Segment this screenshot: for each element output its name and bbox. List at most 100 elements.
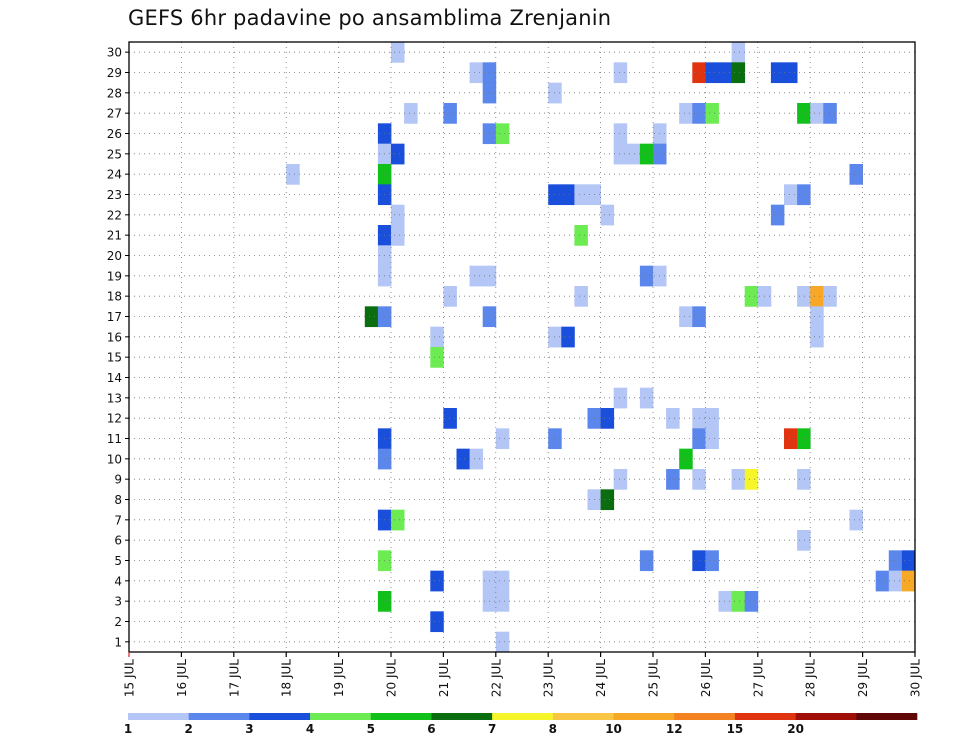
heat-cell-67	[430, 326, 444, 348]
heat-cell-10	[784, 62, 798, 84]
heat-cell-23	[495, 123, 510, 145]
x-tick-label-4: 19 JUL	[332, 659, 346, 697]
x-tick-label-8: 23 JUL	[542, 659, 556, 697]
heat-cell-32	[286, 164, 300, 185]
y-tick-label-23: 24	[107, 168, 122, 182]
heat-cell-4	[613, 62, 628, 84]
legend-label-2: 3	[245, 722, 253, 736]
grid-layer	[129, 42, 915, 652]
heat-cell-101	[849, 509, 863, 531]
heat-cell-77	[666, 408, 680, 429]
legend-swatch-5	[431, 713, 493, 720]
heat-cell-102	[797, 530, 811, 551]
y-tick-label-28: 29	[107, 66, 122, 80]
legend-label-5: 6	[427, 722, 435, 736]
heat-cell-107	[888, 550, 903, 572]
heat-cell-9	[770, 62, 785, 84]
y-tick-label-4: 5	[114, 554, 122, 568]
heat-cell-98	[600, 489, 615, 511]
y-tick-label-29: 30	[107, 46, 122, 60]
heat-cell-28	[613, 143, 628, 165]
heat-cell-59	[810, 286, 824, 307]
heat-cell-38	[574, 184, 588, 206]
heat-cell-46	[391, 225, 405, 246]
heat-cell-42	[391, 204, 405, 226]
heat-cell-81	[495, 428, 510, 450]
y-tick-label-1: 2	[114, 615, 122, 629]
heat-cell-106	[705, 550, 719, 572]
x-tick-label-12: 27 JUL	[751, 659, 765, 697]
legend-label-1: 2	[185, 722, 193, 736]
heat-cell-8	[731, 62, 746, 84]
heat-cell-109	[430, 570, 444, 592]
heat-cell-15	[679, 103, 693, 124]
heat-cell-112	[875, 570, 890, 592]
heat-cell-90	[679, 448, 693, 470]
color-legend: 1 2 3 4 5 6 7 8 10 12 15 20	[124, 713, 918, 736]
y-tick-label-13: 14	[107, 371, 122, 385]
x-tick-label-2: 17 JUL	[227, 659, 241, 697]
legend-label-6: 7	[488, 722, 496, 736]
heat-cell-119	[731, 591, 746, 612]
y-tick-label-12: 13	[107, 391, 122, 405]
heat-cell-88	[456, 448, 470, 470]
legend-swatch-8	[613, 713, 675, 720]
heat-cell-71	[430, 347, 444, 368]
heat-cell-54	[443, 286, 457, 307]
y-tick-label-9: 10	[107, 452, 122, 466]
heat-cell-120	[744, 591, 759, 612]
heat-cell-40	[784, 184, 798, 206]
heat-cell-17	[705, 103, 719, 124]
y-tick-label-20: 21	[107, 229, 122, 243]
x-tick-label-15: 30 JUL	[909, 659, 923, 697]
heat-cell-66	[810, 306, 824, 328]
heat-cell-41	[797, 184, 811, 206]
legend-swatch-0	[128, 713, 189, 720]
heat-cell-100	[391, 509, 405, 531]
heat-cell-47	[574, 225, 588, 246]
heat-cell-73	[639, 387, 654, 409]
heat-cell-18	[797, 103, 811, 124]
x-tick-label-3: 18 JUL	[280, 659, 294, 697]
legend-label-7: 8	[549, 722, 557, 736]
heat-cell-24	[613, 123, 628, 145]
plot-frame	[128, 41, 916, 653]
heat-cell-79	[705, 408, 719, 429]
heat-cell-55	[574, 286, 588, 307]
legend-swatch-4	[370, 713, 432, 720]
legend-swatch-11	[795, 713, 857, 720]
x-tick-label-0: 15 JUL	[123, 659, 137, 697]
heat-cell-111	[495, 570, 510, 592]
y-tick-label-0: 1	[114, 635, 122, 649]
x-axis: 15 JUL 16 JUL 17 JUL 18 JUL 19 JUL 20 JUL 21 J…	[123, 652, 923, 697]
y-tick-label-5: 6	[114, 534, 122, 548]
heat-cell-52	[639, 265, 654, 287]
x-tick-label-6: 21 JUL	[437, 659, 451, 697]
heat-cell-29	[626, 143, 641, 165]
x-tick-label-5: 20 JUL	[385, 659, 399, 697]
y-tick-label-10: 11	[107, 432, 122, 446]
legend-label-9: 12	[666, 722, 683, 736]
heat-cell-0	[391, 42, 405, 63]
heat-cell-91	[613, 469, 628, 490]
legend-swatch-12	[856, 713, 918, 720]
y-tick-label-22: 23	[107, 188, 122, 202]
legend-label-11: 20	[787, 722, 804, 736]
y-tick-label-8: 9	[114, 473, 122, 487]
legend-swatch-2	[249, 713, 311, 720]
y-tick-label-26: 27	[107, 107, 122, 121]
heat-cell-30	[639, 143, 654, 165]
y-tick-label-17: 18	[107, 290, 122, 304]
chart-title: GEFS 6hr padavine po ansamblima Zrenjani…	[128, 6, 612, 30]
legend-label-8: 10	[605, 722, 622, 736]
legend-label-4: 5	[367, 722, 375, 736]
heat-cell-6	[705, 62, 719, 84]
legend-swatch-1	[188, 713, 250, 720]
legend-swatch-6	[492, 713, 554, 720]
y-tick-label-7: 8	[114, 493, 122, 507]
heat-cell-118	[718, 591, 732, 612]
legend-swatch-9	[674, 713, 736, 720]
heat-cell-2	[469, 62, 484, 84]
y-tick-label-27: 28	[107, 86, 122, 100]
